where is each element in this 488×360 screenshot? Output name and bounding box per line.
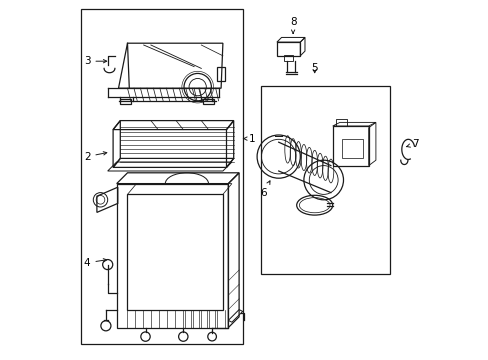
Text: 3: 3: [83, 56, 106, 66]
Bar: [260, 86, 389, 274]
Text: 2: 2: [83, 152, 106, 162]
Text: 1: 1: [243, 134, 255, 144]
Bar: [81, 9, 242, 344]
Text: 4: 4: [83, 258, 106, 268]
Text: 5: 5: [311, 63, 317, 73]
Bar: [276, 42, 300, 56]
Bar: [284, 55, 292, 61]
Text: 7: 7: [406, 139, 418, 149]
Bar: [341, 139, 363, 158]
Text: 8: 8: [289, 17, 296, 33]
Text: 6: 6: [260, 181, 269, 198]
Bar: [217, 67, 224, 81]
